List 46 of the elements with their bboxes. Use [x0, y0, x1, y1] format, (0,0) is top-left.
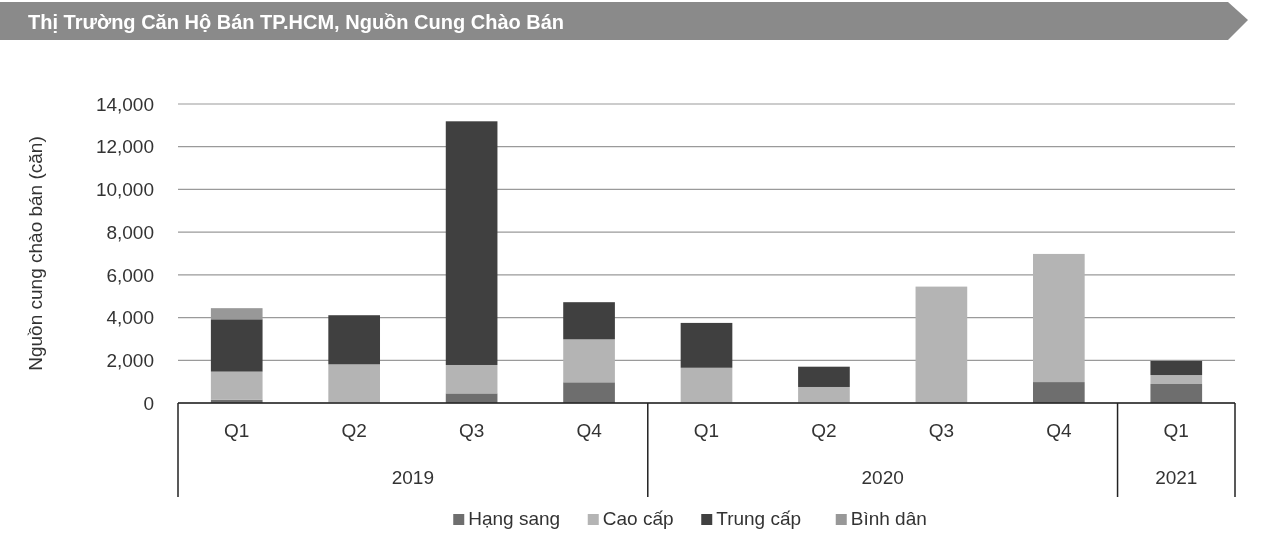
bar: [680, 322, 733, 368]
y-tick-label: 12,000: [95, 136, 154, 158]
y-tick-label: 14,000: [95, 93, 154, 115]
bar: [798, 386, 850, 403]
y-axis-title: Nguồn cung chào bán (căn): [25, 136, 46, 371]
x-tick-label: Q1: [1163, 420, 1189, 441]
bar: [445, 121, 498, 365]
bar: [563, 339, 615, 383]
bar: [210, 371, 263, 400]
text: 2020: [861, 467, 904, 488]
bar: [1150, 375, 1203, 384]
legend-label: Trung cấp: [716, 508, 802, 529]
chart-title: Thị Trường Căn Hộ Bán TP.HCM, Nguồn Cung Chào Bán: [28, 11, 565, 33]
bar: [328, 364, 380, 403]
bar: [328, 315, 380, 365]
legend-label: Hạng sang: [468, 508, 561, 529]
bar: [210, 319, 263, 372]
x-tick-label: Q3: [928, 420, 955, 441]
bar: [1150, 360, 1203, 376]
x-tick-label: Q3: [458, 420, 485, 441]
x-tick-label: Q4: [576, 420, 603, 441]
bar: [445, 364, 498, 394]
bar: [445, 393, 498, 403]
bar: [1033, 382, 1085, 403]
x-tick-label: Q2: [811, 420, 837, 441]
y-tick-label: 2,000: [106, 349, 154, 371]
y-tick-label: 8,000: [106, 221, 154, 243]
bar: [915, 286, 968, 403]
y-tick-label: 4,000: [106, 307, 154, 329]
text: 2021: [1155, 467, 1198, 488]
bar: [563, 382, 615, 403]
y-tick-label: 0: [143, 392, 154, 414]
x-tick-label: Q4: [1046, 420, 1072, 441]
legend-label: Cao cấp: [602, 508, 674, 529]
text: 2019: [391, 467, 435, 488]
y-tick-label: 10,000: [95, 179, 154, 201]
bar: [1150, 383, 1203, 403]
x-tick-label: Q1: [693, 420, 720, 441]
bar: [1033, 253, 1085, 383]
x-tick-label: Q1: [224, 420, 250, 441]
bar: [680, 367, 733, 403]
bar: [798, 366, 850, 387]
y-tick-label: 6,000: [106, 264, 154, 286]
x-tick-label: Q2: [341, 420, 367, 441]
bar: [563, 302, 615, 340]
legend-label: Bình dân: [850, 508, 927, 529]
